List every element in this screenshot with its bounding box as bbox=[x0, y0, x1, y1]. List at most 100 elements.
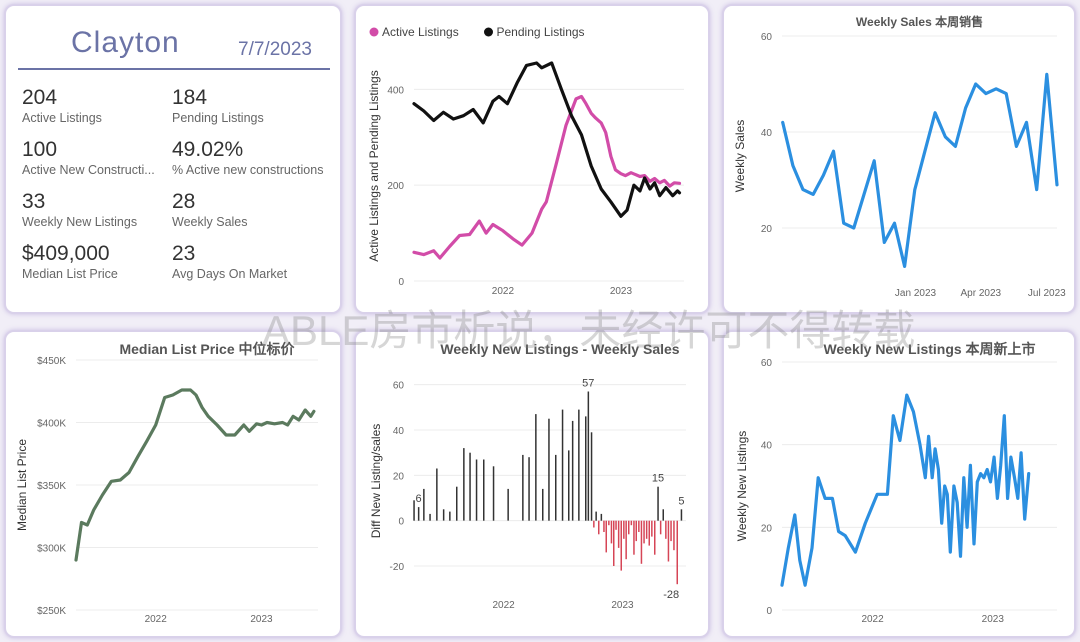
bar-negative bbox=[593, 520, 595, 528]
kpi-weekly-new-listings: 33 Weekly New Listings bbox=[22, 190, 162, 230]
legend-label: Active Listings bbox=[382, 25, 459, 39]
bar-positive bbox=[585, 416, 587, 521]
kpi-active-new-construction: 100 Active New Constructi... bbox=[22, 138, 162, 178]
bar-negative bbox=[635, 520, 637, 542]
x-tick-label: 2022 bbox=[492, 286, 515, 297]
bar-positive bbox=[469, 452, 471, 521]
y-tick-label: 20 bbox=[761, 224, 773, 235]
bar-positive bbox=[492, 466, 495, 521]
y-tick-label: 400 bbox=[387, 85, 404, 96]
bar-negative bbox=[633, 520, 635, 555]
bar-positive bbox=[561, 409, 564, 521]
x-tick-label: 2022 bbox=[145, 614, 168, 625]
x-tick-label: Jan 2023 bbox=[895, 288, 937, 299]
diff-chart: -20 0 20 40 60 2022 2023 Weekly New Listings - … bbox=[369, 341, 686, 611]
bar-negative bbox=[603, 520, 605, 532]
bar-positive bbox=[680, 509, 683, 521]
series-line-pending-listings bbox=[412, 61, 682, 218]
median-price-chart: $250K $300K $350K $400K $450K 2022 2023 Median … bbox=[15, 341, 318, 625]
bar-positive bbox=[578, 409, 580, 521]
new-listings-chart: 0 20 40 60 2022 2023 Weekly New Listings 本周新上市… bbox=[735, 341, 1057, 625]
x-tick-label: 2023 bbox=[982, 614, 1005, 625]
bar-negative bbox=[651, 520, 653, 537]
chart-title: Weekly Sales 本周销售 bbox=[856, 14, 983, 29]
bar-positive bbox=[436, 468, 438, 521]
bar-negative bbox=[610, 520, 613, 544]
legend-marker bbox=[369, 27, 379, 37]
bar-negative bbox=[645, 520, 648, 539]
bar-positive bbox=[590, 432, 593, 521]
kpi-median-list-price: $409,000 Median List Price bbox=[22, 242, 162, 282]
kpi-value: $409,000 bbox=[22, 242, 110, 265]
chart-title: Weekly New Listings 本周新上市 bbox=[823, 341, 1035, 357]
bar-negative bbox=[638, 520, 640, 532]
y-tick-label: 60 bbox=[761, 358, 773, 369]
bar-positive bbox=[522, 454, 524, 521]
y-tick-label: 60 bbox=[393, 381, 405, 392]
report-date: 7/7/2023 bbox=[238, 39, 312, 60]
bar-positive bbox=[429, 513, 431, 521]
kpi-value: 33 bbox=[22, 190, 46, 213]
bar-negative bbox=[673, 520, 675, 551]
kpi-card: Clayton 7/7/2023 204 Active Listings 184… bbox=[4, 4, 342, 314]
bar-positive bbox=[483, 459, 485, 521]
bar-negative bbox=[630, 520, 633, 526]
bar-positive bbox=[568, 450, 570, 521]
kpi-label: Active Listings bbox=[22, 111, 102, 125]
bar-negative bbox=[665, 520, 667, 539]
y-axis-label: Active Listings and Pending Listings bbox=[367, 70, 381, 261]
median-price-chart-card: $250K $300K $350K $400K $450K 2022 2023 Median … bbox=[4, 330, 342, 638]
y-tick-label: $300K bbox=[37, 544, 66, 555]
bar-negative bbox=[643, 520, 645, 544]
bar-data-label: 5 bbox=[678, 495, 684, 507]
chart-title: Median List Price 中位标价 bbox=[119, 341, 295, 357]
kpi-label: Active New Constructi... bbox=[22, 163, 155, 177]
kpi-value: 49.02% bbox=[172, 138, 244, 161]
x-tick-label: Apr 2023 bbox=[961, 288, 1002, 299]
x-tick-label: 2023 bbox=[611, 600, 634, 611]
bar-positive bbox=[571, 420, 574, 521]
bar-negative bbox=[605, 520, 607, 553]
bar-negative bbox=[648, 520, 650, 546]
y-axis-label: Diff New Listing/sales bbox=[369, 424, 383, 539]
bar-negative bbox=[623, 520, 625, 539]
bar-positive bbox=[507, 488, 509, 521]
kpi-active-listings: 204 Active Listings bbox=[22, 86, 162, 126]
listings-chart-card: 0 200 400 2022 2023 Active Listings and Pendi… bbox=[354, 4, 710, 314]
x-tick-label: 2022 bbox=[861, 614, 884, 625]
y-axis-label: Weekly New Listings bbox=[735, 431, 749, 541]
y-tick-label: 40 bbox=[761, 441, 773, 452]
kpi-label: Median List Price bbox=[22, 267, 118, 281]
kpi-value: 28 bbox=[172, 190, 196, 213]
series-line-median_price bbox=[74, 388, 316, 562]
kpi-value: 100 bbox=[22, 138, 58, 161]
bar-negative bbox=[613, 520, 615, 566]
kpi-value: 23 bbox=[172, 242, 196, 265]
series-line-active-listings bbox=[412, 94, 682, 260]
city-title: Clayton bbox=[71, 26, 180, 59]
bar-data-label: 57 bbox=[582, 377, 594, 389]
y-tick-label: 60 bbox=[761, 32, 773, 43]
bar-positive bbox=[417, 507, 420, 521]
y-tick-label: 40 bbox=[393, 426, 405, 437]
kpi-weekly-sales: 28 Weekly Sales bbox=[172, 190, 337, 230]
bar-positive bbox=[535, 414, 537, 521]
bar-negative bbox=[615, 520, 617, 530]
listings-chart: 0 200 400 2022 2023 Active Listings and Pendi… bbox=[367, 25, 684, 297]
bar-positive bbox=[548, 418, 550, 521]
title-divider bbox=[18, 68, 330, 70]
y-tick-label: $250K bbox=[37, 606, 66, 617]
bar-positive bbox=[475, 459, 478, 521]
series-line-weekly_sales bbox=[781, 72, 1059, 268]
bar-data-label: 15 bbox=[652, 473, 664, 485]
x-tick-label: 2023 bbox=[250, 614, 273, 625]
bar-negative bbox=[620, 520, 622, 571]
bar-negative bbox=[640, 520, 643, 564]
bar-positive bbox=[442, 509, 445, 521]
x-tick-label: 2022 bbox=[492, 600, 515, 611]
bar-negative bbox=[608, 520, 610, 526]
y-tick-label: $450K bbox=[37, 356, 66, 367]
y-tick-label: 20 bbox=[761, 523, 773, 534]
bar-negative bbox=[598, 520, 600, 535]
diff-chart-card: -20 0 20 40 60 2022 2023 Weekly New Listings - … bbox=[354, 330, 710, 638]
